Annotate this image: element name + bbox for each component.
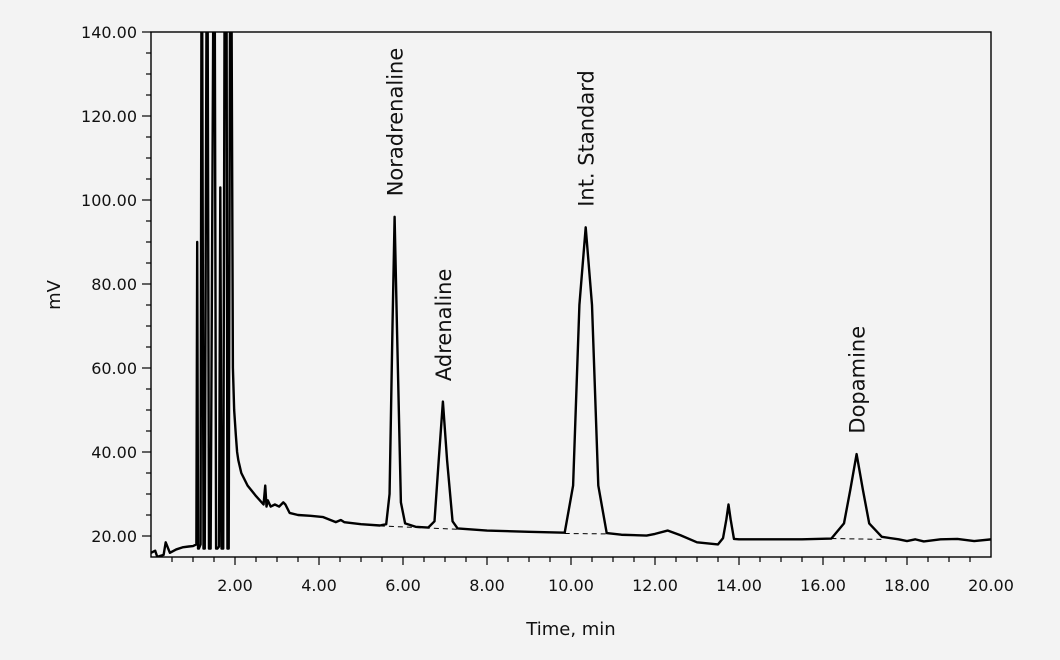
y-tick-label: 120.00 [81, 107, 137, 126]
x-axis-title: Time, min [525, 619, 615, 640]
y-tick-label: 40.00 [91, 443, 137, 462]
x-tick-label: 18.00 [884, 576, 930, 595]
x-tick-label: 10.00 [548, 576, 594, 595]
y-tick-label: 140.00 [81, 23, 137, 42]
x-tick-label: 6.00 [385, 576, 421, 595]
x-tick-label: 14.00 [716, 576, 762, 595]
peak-labels: Noradrenaline Adrenaline Int. Standard Dopa… [384, 48, 870, 434]
x-tick-label: 16.00 [800, 576, 846, 595]
chromatogram-trace [151, 32, 991, 557]
y-tick-label: 80.00 [91, 275, 137, 294]
y-tick-label: 20.00 [91, 527, 137, 546]
x-tick-label: 20.00 [968, 576, 1014, 595]
x-tick-label: 8.00 [469, 576, 505, 595]
y-axis: 20.00 40.00 60.00 80.00 100.00 120.00 140.00 [81, 23, 151, 546]
x-tick-label: 12.00 [632, 576, 678, 595]
y-tick-label: 60.00 [91, 359, 137, 378]
x-tick-label: 4.00 [301, 576, 337, 595]
y-tick-label: 100.00 [81, 191, 137, 210]
peak-label: Int. Standard [575, 70, 599, 207]
x-tick-label: 2.00 [217, 576, 253, 595]
x-axis: 2.00 4.00 6.00 8.00 10.00 12.00 14.00 16.00 18.0… [171, 557, 1014, 595]
baselines [379, 525, 882, 540]
integration-baseline [831, 538, 882, 540]
y-axis-title: mV [44, 279, 65, 310]
peak-label: Dopamine [846, 326, 870, 434]
peak-label: Noradrenaline [384, 48, 408, 197]
plot-frame [150, 31, 992, 558]
peak-label: Adrenaline [432, 269, 456, 382]
